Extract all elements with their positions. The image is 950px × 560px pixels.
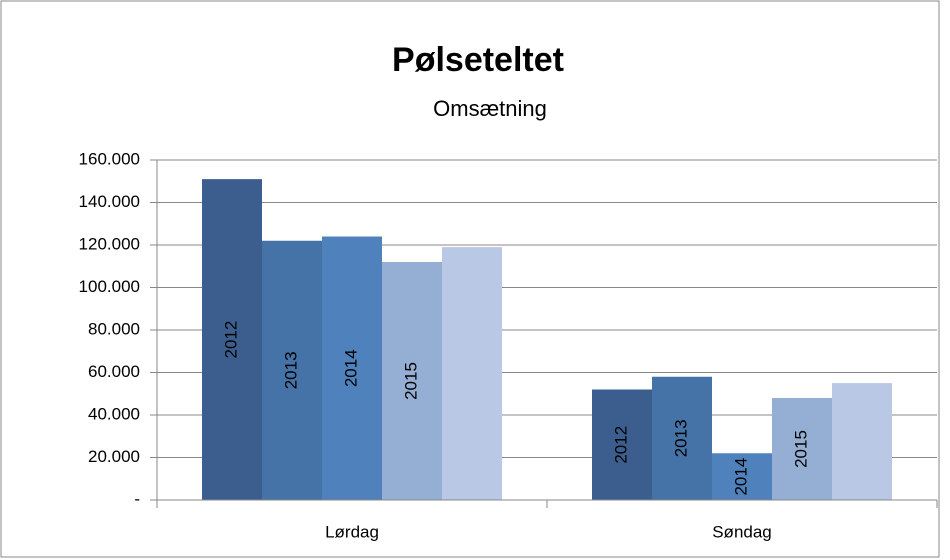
bar (652, 376, 712, 500)
bar (772, 398, 832, 500)
y-tick-label: - (134, 489, 140, 508)
bar-label: 2013 (671, 419, 690, 457)
bar (382, 262, 442, 500)
y-tick-label: 40.000 (88, 404, 140, 423)
bar-label: 2014 (731, 458, 750, 496)
chart-subtitle: Omsætning (433, 96, 547, 121)
chart-title: Pølseteltet (392, 41, 564, 79)
bar-label: 2015 (791, 430, 810, 468)
bar (592, 389, 652, 500)
bar-label: 2014 (341, 349, 360, 387)
x-tick-label: Lørdag (325, 522, 379, 541)
y-tick-label: 20.000 (88, 447, 140, 466)
y-tick-label: 80.000 (88, 319, 140, 338)
bar (322, 236, 382, 500)
y-tick-label: 60.000 (88, 362, 140, 381)
bar-label: 2015 (401, 362, 420, 400)
bar (832, 383, 892, 500)
y-tick-label: 160.000 (79, 149, 140, 168)
bar-label: 2012 (221, 321, 240, 359)
bar-label: 2013 (281, 351, 300, 389)
y-tick-label: 120.000 (79, 234, 140, 253)
y-tick-label: 140.000 (79, 192, 140, 211)
x-tick-label: Søndag (712, 522, 772, 541)
bar (202, 179, 262, 500)
bar (442, 247, 502, 500)
bar (262, 240, 322, 500)
bar-label: 2012 (611, 426, 630, 464)
bar (712, 453, 772, 500)
y-tick-label: 100.000 (79, 277, 140, 296)
